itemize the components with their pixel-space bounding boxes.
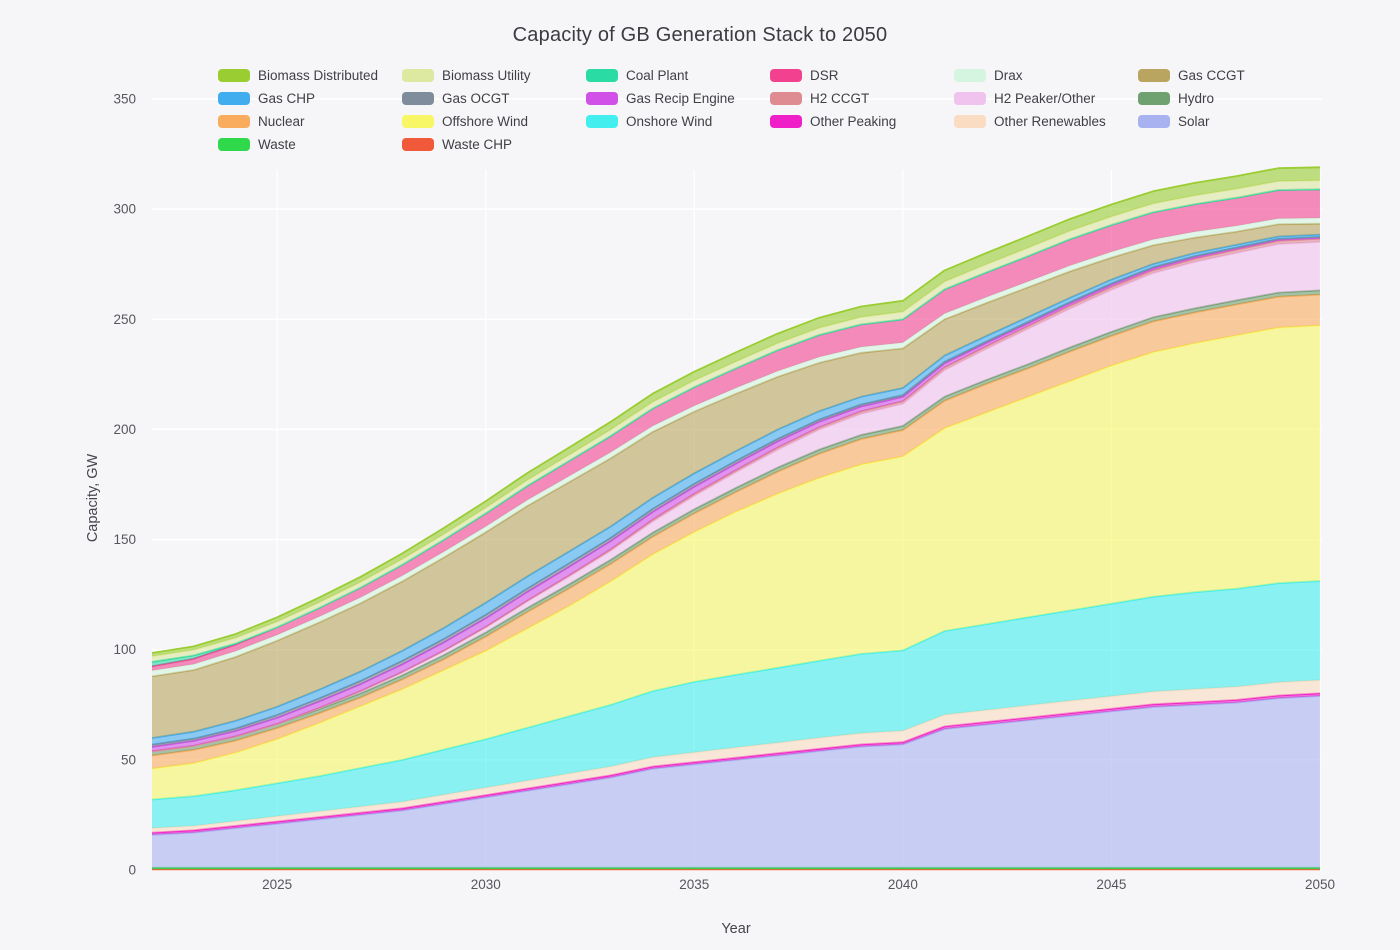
tick-labels: 0 50 100 150 200 250 300 350 2025 2030 2035 2040 204… [113,92,1335,893]
y-tick-label: 150 [113,532,136,547]
area-solar [152,696,1320,868]
legend-item-waste[interactable]: Waste [218,137,402,152]
legend-item-nuclear[interactable]: Nuclear [218,114,402,129]
legend-label: Waste [258,137,296,152]
y-tick-label: 200 [113,422,136,437]
legend-label: DSR [810,68,839,83]
legend-label: Other Peaking [810,114,897,129]
legend-label: Nuclear [258,114,305,129]
line-biomass-distributed [151,166,1321,654]
legend-item-gas-ocgt[interactable]: Gas OCGT [402,91,586,106]
legend-swatch-gas-ccgt [1138,69,1170,82]
legend-item-gas-recip-engine[interactable]: Gas Recip Engine [586,91,770,106]
x-tick-label: 2025 [262,877,292,892]
legend-item-gas-chp[interactable]: Gas CHP [218,91,402,106]
legend-item-h2-ccgt[interactable]: H2 CCGT [770,91,954,106]
x-tick-label: 2045 [1096,877,1126,892]
legend-swatch-coal-plant [586,69,618,82]
legend-swatch-biomass-utility [402,69,434,82]
legend-swatch-gas-recip-engine [586,92,618,105]
legend-label: Gas OCGT [442,91,510,106]
legend-swatch-solar [1138,115,1170,128]
area-dsr [152,189,1320,671]
legend-label: Waste CHP [442,137,513,152]
area-biomass-distributed [152,167,1320,657]
legend-item-drax[interactable]: Drax [954,68,1138,83]
legend-item-other-peaking[interactable]: Other Peaking [770,114,954,129]
x-axis-label: Year [721,921,750,937]
legend-swatch-waste [218,138,250,151]
legend-item-coal-plant[interactable]: Coal Plant [586,68,770,83]
y-tick-label: 350 [113,92,136,107]
legend-label: Solar [1178,114,1210,129]
legend-swatch-h2-peaker-other [954,92,986,105]
y-tick-label: 250 [113,312,136,327]
area-series-group [151,166,1321,871]
legend-item-onshore-wind[interactable]: Onshore Wind [586,114,770,129]
area-onshore-wind [152,581,1320,829]
x-tick-label: 2050 [1305,877,1335,892]
legend-label: Biomass Utility [442,68,531,83]
legend-swatch-other-peaking [770,115,802,128]
y-tick-label: 50 [121,752,136,767]
area-other-renewables [152,680,1320,833]
legend-item-gas-ccgt[interactable]: Gas CCGT [1138,68,1322,83]
legend-swatch-waste-chp [402,138,434,151]
y-tick-label: 300 [113,202,136,217]
legend-item-solar[interactable]: Solar [1138,114,1322,129]
x-tick-label: 2030 [471,877,501,892]
legend-swatch-biomass-distributed [218,69,250,82]
area-h2-peaker-other [152,242,1320,752]
x-tick-label: 2040 [888,877,918,892]
x-tick-label: 2035 [679,877,709,892]
legend-item-h2-peaker-other[interactable]: H2 Peaker/Other [954,91,1138,106]
legend-label: Hydro [1178,91,1215,106]
legend-label: Gas CHP [258,91,316,106]
legend-label: Drax [994,68,1023,83]
legend-label: Gas CCGT [1178,68,1245,83]
y-tick-label: 100 [113,642,136,657]
legend-item-hydro[interactable]: Hydro [1138,91,1322,106]
legend-item-dsr[interactable]: DSR [770,68,954,83]
legend-swatch-hydro [1138,92,1170,105]
legend-swatch-drax [954,69,986,82]
legend-label: Biomass Distributed [258,68,379,83]
legend-label: Coal Plant [626,68,689,83]
legend-item-other-renewables[interactable]: Other Renewables [954,114,1138,129]
legend-label: Onshore Wind [626,114,713,129]
legend-item-biomass-distributed[interactable]: Biomass Distributed [218,68,402,83]
legend-item-waste-chp[interactable]: Waste CHP [402,137,586,152]
area-gas-ccgt [152,223,1320,738]
legend-label: H2 Peaker/Other [994,91,1096,106]
area-offshore-wind [152,325,1320,800]
legend-swatch-other-renewables [954,115,986,128]
legend-label: Offshore Wind [442,114,529,129]
legend-label: Gas Recip Engine [626,91,735,106]
legend-swatch-gas-ocgt [402,92,434,105]
legend-swatch-dsr [770,69,802,82]
legend-label: Other Renewables [994,114,1106,129]
legend-swatch-nuclear [218,115,250,128]
legend-item-offshore-wind[interactable]: Offshore Wind [402,114,586,129]
legend: Biomass Distributed Biomass Utility Coal P… [218,64,1322,156]
legend-swatch-onshore-wind [586,115,618,128]
y-tick-label: 0 [128,863,136,878]
y-axis-label: Capacity, GW [85,454,101,543]
legend-swatch-h2-ccgt [770,92,802,105]
legend-swatch-offshore-wind [402,115,434,128]
legend-item-biomass-utility[interactable]: Biomass Utility [402,68,586,83]
legend-swatch-gas-chp [218,92,250,105]
chart-title: Capacity of GB Generation Stack to 2050 [512,24,888,46]
legend-label: H2 CCGT [810,91,870,106]
